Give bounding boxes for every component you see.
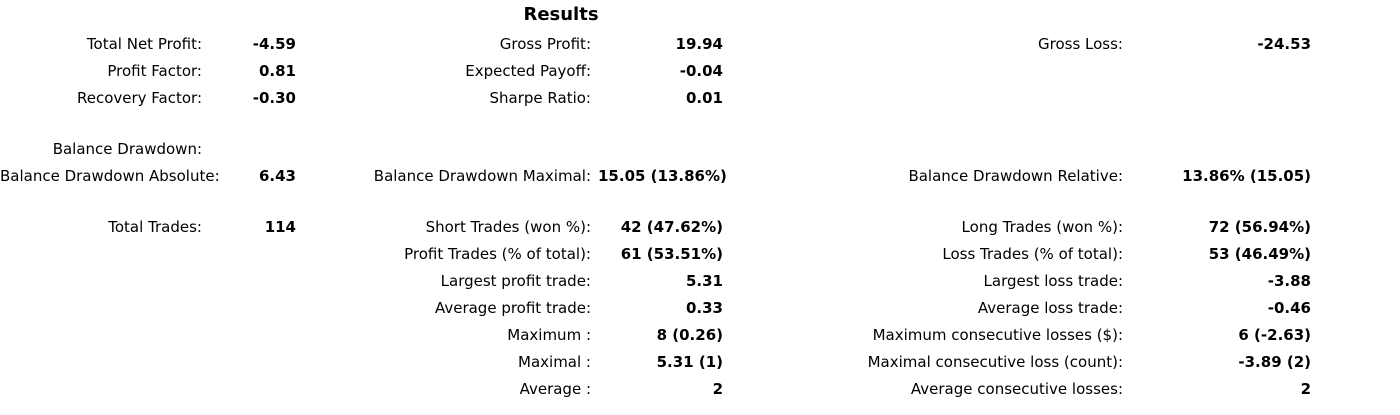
total-net-profit-label: Total Net Profit:: [86, 35, 202, 53]
short-trades-label: Short Trades (won %):: [425, 218, 591, 236]
largest-profit-trade-label: Largest profit trade:: [440, 272, 591, 290]
profit-trades-value: 61 (53.51%): [620, 245, 723, 263]
gross-profit-label: Gross Profit:: [499, 35, 591, 53]
short-trades-value: 42 (47.62%): [620, 218, 723, 236]
average-loss-trade-value: -0.46: [1267, 299, 1311, 317]
balance-drawdown-relative-value: 13.86% (15.05): [1182, 167, 1311, 185]
average-profit-trade-value: 0.33: [685, 299, 723, 317]
average-loss-trade-label: Average loss trade:: [977, 299, 1123, 317]
average-value: 2: [712, 380, 723, 398]
recovery-factor-label: Recovery Factor:: [76, 89, 202, 107]
average-label: Average :: [519, 380, 591, 398]
long-trades-label: Long Trades (won %):: [961, 218, 1123, 236]
gross-loss-label: Gross Loss:: [1038, 35, 1123, 53]
gross-loss-value: -24.53: [1257, 35, 1311, 53]
maximum-label: Maximum :: [507, 326, 591, 344]
sharpe-ratio-value: 0.01: [685, 89, 723, 107]
loss-trades-label: Loss Trades (% of total):: [942, 245, 1123, 263]
maximum-value: 8 (0.26): [656, 326, 723, 344]
balance-drawdown-maximal-value: 15.05 (13.86%): [598, 167, 727, 185]
sharpe-ratio-label: Sharpe Ratio:: [489, 89, 591, 107]
average-consecutive-losses-label: Average consecutive losses:: [910, 380, 1123, 398]
recovery-factor-value: -0.30: [252, 89, 296, 107]
max-consecutive-losses-label: Maximum consecutive losses ($):: [872, 326, 1123, 344]
maximal-consecutive-loss-value: -3.89 (2): [1238, 353, 1311, 371]
balance-drawdown-relative-label: Balance Drawdown Relative:: [908, 167, 1123, 185]
largest-loss-trade-value: -3.88: [1267, 272, 1311, 290]
balance-drawdown-maximal-label: Balance Drawdown Maximal:: [373, 167, 591, 185]
largest-loss-trade-label: Largest loss trade:: [983, 272, 1123, 290]
expected-payoff-label: Expected Payoff:: [465, 62, 591, 80]
total-net-profit-value: -4.59: [252, 35, 296, 53]
total-trades-label: Total Trades:: [108, 218, 202, 236]
balance-drawdown-header: Balance Drawdown:: [52, 140, 202, 158]
expected-payoff-value: -0.04: [679, 62, 723, 80]
maximal-consecutive-loss-label: Maximal consecutive loss (count):: [867, 353, 1123, 371]
balance-drawdown-absolute-value: 6.43: [258, 167, 296, 185]
average-consecutive-losses-value: 2: [1300, 380, 1311, 398]
loss-trades-value: 53 (46.49%): [1208, 245, 1311, 263]
max-consecutive-losses-value: 6 (-2.63): [1238, 326, 1311, 344]
results-title: Results: [523, 4, 599, 25]
balance-drawdown-absolute-label: Balance Drawdown Absolute:: [0, 167, 220, 185]
average-profit-trade-label: Average profit trade:: [434, 299, 591, 317]
total-trades-value: 114: [264, 218, 296, 236]
gross-profit-value: 19.94: [675, 35, 723, 53]
profit-trades-label: Profit Trades (% of total):: [404, 245, 591, 263]
maximal-label: Maximal :: [518, 353, 591, 371]
profit-factor-value: 0.81: [258, 62, 296, 80]
long-trades-value: 72 (56.94%): [1208, 218, 1311, 236]
profit-factor-label: Profit Factor:: [107, 62, 202, 80]
maximal-value: 5.31 (1): [656, 353, 723, 371]
largest-profit-trade-value: 5.31: [685, 272, 723, 290]
